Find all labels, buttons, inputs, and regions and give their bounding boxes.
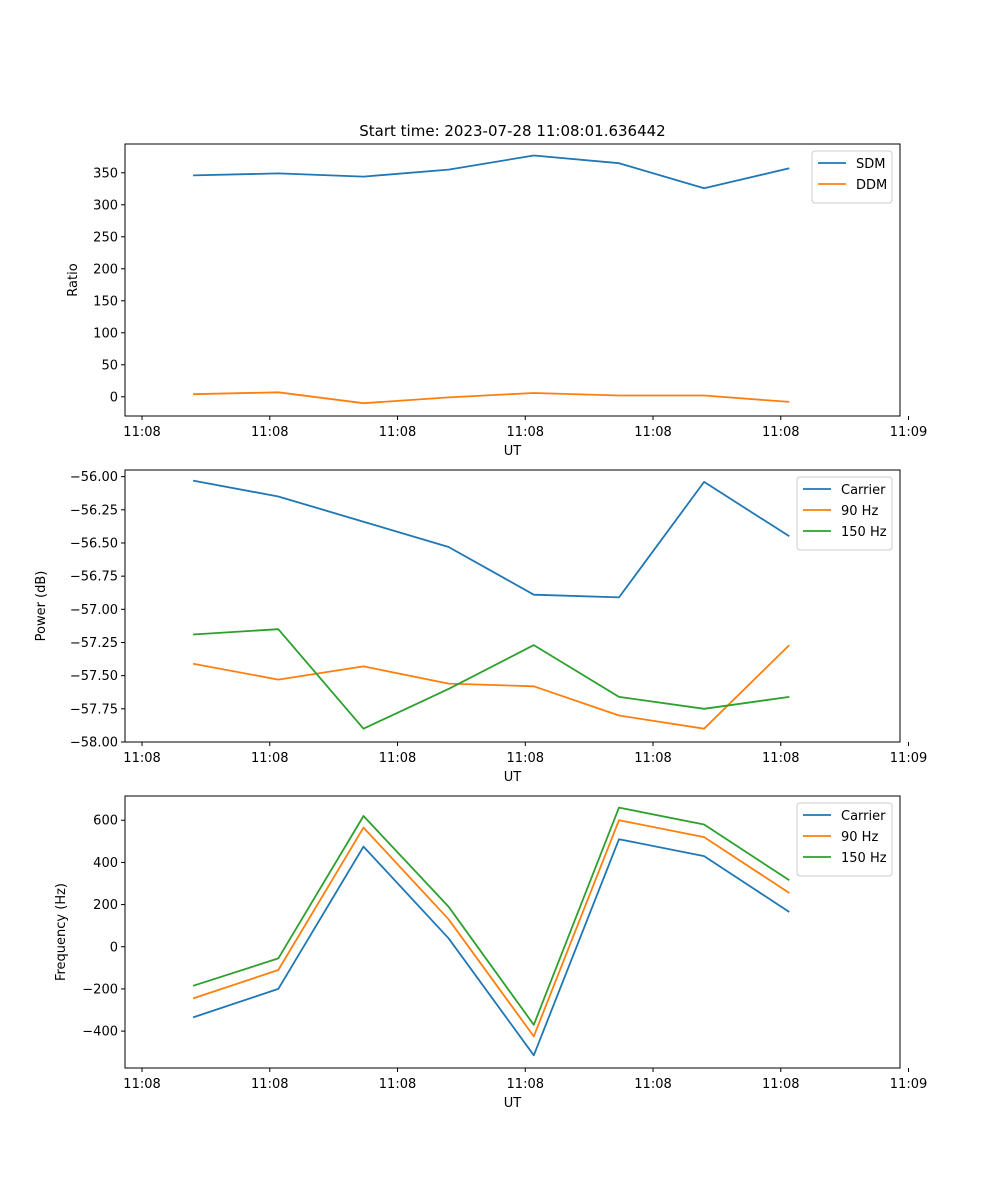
legend-frame — [811, 150, 893, 204]
x-tick-label: 11:08 — [251, 425, 288, 440]
legend-label: 150 Hz — [841, 851, 887, 866]
series-line-sdm — [193, 154, 790, 190]
y-tick-label: −58.00 — [70, 736, 118, 751]
x-tick-label: 11:08 — [379, 1077, 416, 1092]
x-tick-label: 11:09 — [890, 425, 927, 440]
x-tick-label: 11:08 — [507, 751, 544, 766]
x-tick-label: 11:08 — [762, 751, 799, 766]
x-tick-label: 11:08 — [507, 425, 544, 440]
y-tick-label: −57.50 — [70, 669, 118, 684]
y-tick-label: 350 — [93, 166, 118, 181]
axes-frame — [124, 143, 901, 417]
y-tick-label: −56.75 — [70, 570, 118, 585]
y-tick-label: 100 — [93, 326, 118, 341]
axes-frame — [124, 795, 901, 1069]
x-tick-label: 11:08 — [762, 425, 799, 440]
x-tick-label: 11:08 — [379, 425, 416, 440]
y-tick-label: 50 — [101, 358, 118, 373]
x-tick-label: 11:08 — [634, 1077, 671, 1092]
legend-label: 90 Hz — [841, 830, 878, 845]
x-tick-label: 11:08 — [634, 425, 671, 440]
legend-label: DDM — [856, 178, 887, 193]
x-tick-label: 11:08 — [379, 751, 416, 766]
y-tick-label: −57.75 — [70, 702, 118, 717]
legend-label: 150 Hz — [841, 525, 887, 540]
legend-label: 90 Hz — [841, 504, 878, 519]
y-tick-label: 0 — [110, 940, 118, 955]
y-tick-label: 300 — [93, 198, 118, 213]
x-tick-label: 11:08 — [123, 1077, 160, 1092]
x-tick-label: 11:08 — [251, 1077, 288, 1092]
legend-label: Carrier — [841, 483, 886, 498]
x-tick-label: 11:08 — [123, 425, 160, 440]
x-tick-label: 11:08 — [507, 1077, 544, 1092]
legend-label: SDM — [856, 157, 885, 172]
x-tick-label: 11:09 — [890, 751, 927, 766]
series-line-carrier — [192, 479, 790, 599]
y-tick-label: 600 — [93, 814, 118, 829]
series-line-90-hz — [192, 644, 790, 730]
axes-frame — [124, 469, 901, 743]
series-line-90-hz — [192, 819, 790, 1038]
x-tick-label: 11:08 — [251, 751, 288, 766]
y-axis-label: Frequency (Hz) — [54, 883, 69, 981]
series-line-ddm — [193, 391, 790, 405]
legend: SDM DDM — [811, 150, 893, 204]
y-tick-label: −56.00 — [70, 470, 118, 485]
series-line-150-hz — [193, 628, 790, 730]
y-axis-label: Ratio — [66, 263, 81, 296]
legend: Carrier 90 Hz 150 Hz — [796, 476, 893, 551]
legend: Carrier 90 Hz 150 Hz — [796, 802, 893, 877]
series-line-carrier — [192, 838, 790, 1057]
y-tick-label: 200 — [93, 898, 118, 913]
y-tick-label: 200 — [93, 262, 118, 277]
subplot-2: −58.00 −57.75 −57.50 −57.25 −57.00 −56.75 −56.… — [34, 469, 927, 785]
x-tick-label: 11:08 — [762, 1077, 799, 1092]
x-tick-label: 11:09 — [890, 1077, 927, 1092]
y-tick-label: −400 — [82, 1025, 118, 1040]
x-tick-label: 11:08 — [123, 751, 160, 766]
x-axis-label: UT — [504, 444, 522, 459]
series-line-150-hz — [192, 806, 790, 1026]
x-axis-label: UT — [504, 770, 522, 785]
legend-label: Carrier — [841, 809, 886, 824]
y-axis-label: Power (dB) — [34, 571, 49, 642]
x-tick-label: 11:08 — [634, 751, 671, 766]
y-tick-label: −56.25 — [70, 503, 118, 518]
figure-title: Start time: 2023-07-28 11:08:01.636442 — [359, 122, 665, 140]
y-tick-label: −57.25 — [70, 636, 118, 651]
subplot-3: −400 −200 0 200 400 600 11:08 11:08 11:08 11:08 11… — [54, 795, 927, 1111]
y-tick-label: −57.00 — [70, 603, 118, 618]
x-axis-label: UT — [504, 1096, 522, 1111]
subplot-1: 0 50 100 150 200 250 300 350 11:08 11:08 11:08 11:0… — [66, 143, 927, 459]
y-tick-label: 250 — [93, 230, 118, 245]
y-tick-label: 0 — [110, 390, 118, 405]
y-tick-label: 400 — [93, 856, 118, 871]
y-tick-label: −56.50 — [70, 536, 118, 551]
y-tick-label: −200 — [82, 982, 118, 997]
y-tick-label: 150 — [93, 294, 118, 309]
